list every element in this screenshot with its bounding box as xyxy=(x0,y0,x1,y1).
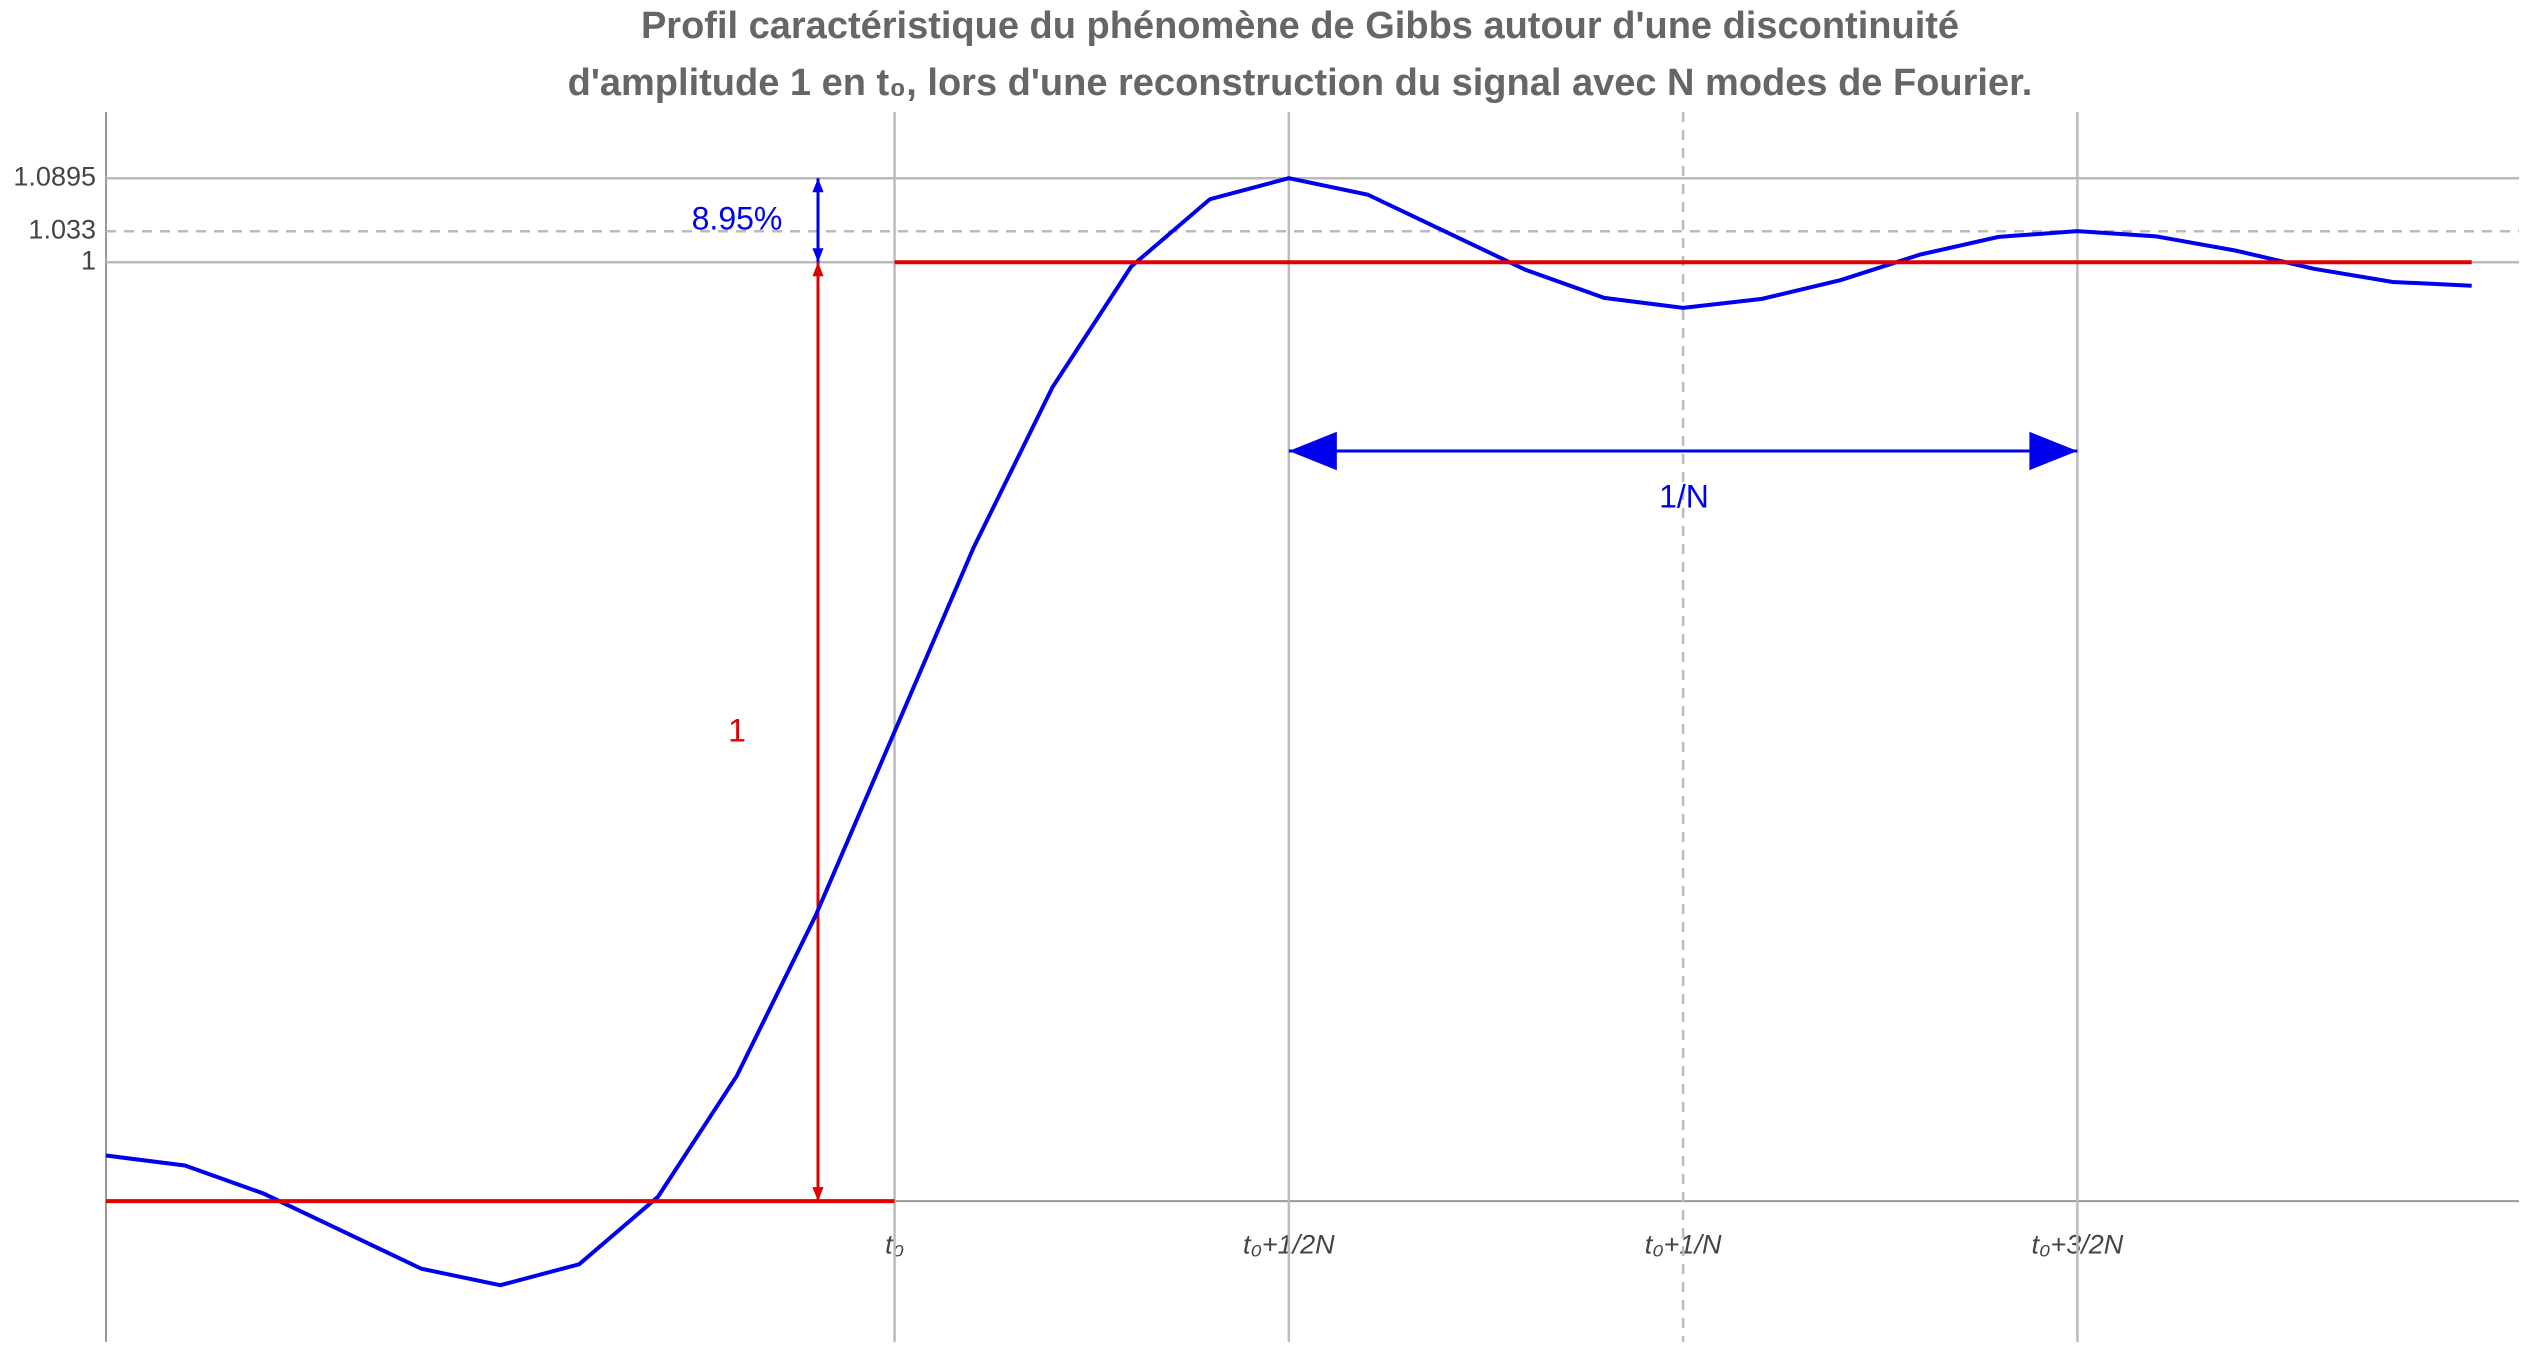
y-tick-label: 1.0895 xyxy=(13,161,96,191)
line xyxy=(106,260,2472,1204)
y-tick-label: 1.033 xyxy=(28,214,96,244)
chart-title: d'amplitude 1 en t₀, lors d'une reconstr… xyxy=(568,62,2033,104)
arrow-head xyxy=(812,248,824,263)
arrow-head xyxy=(812,1187,824,1202)
chart-title: Profil caractéristique du phénomène de G… xyxy=(641,5,1959,47)
annotation: 8.95% xyxy=(692,200,783,236)
arrow-head xyxy=(2029,431,2078,471)
line xyxy=(105,176,2472,1288)
annotation: 1 xyxy=(728,712,746,748)
arrow-head xyxy=(1288,431,1337,471)
y-tick-label: 1 xyxy=(81,245,96,275)
arrow-head xyxy=(812,178,824,193)
annotation: 1/N xyxy=(1659,478,1709,514)
arrow-head xyxy=(812,262,824,277)
